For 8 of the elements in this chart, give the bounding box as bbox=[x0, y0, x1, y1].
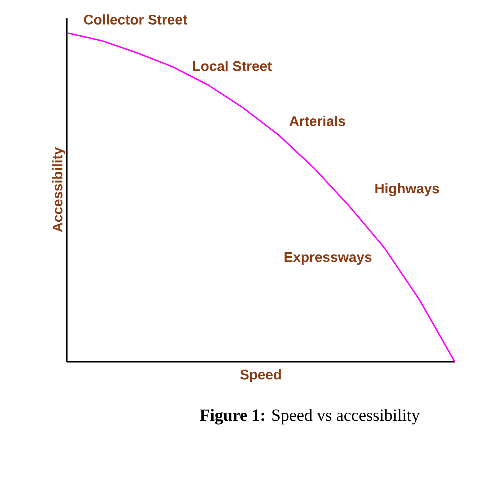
y-axis-title: Accessibility bbox=[52, 147, 66, 232]
annotation: Highways bbox=[376, 183, 440, 197]
text: Collector Street bbox=[84, 14, 188, 25]
annotation: Expressways bbox=[284, 252, 372, 266]
x-axis-title: Speed bbox=[240, 370, 282, 382]
annotation: Arterials bbox=[290, 116, 346, 126]
annotation: Local Street bbox=[193, 61, 272, 72]
text: Figure 1: Speed vs accessibility bbox=[200, 409, 420, 425]
